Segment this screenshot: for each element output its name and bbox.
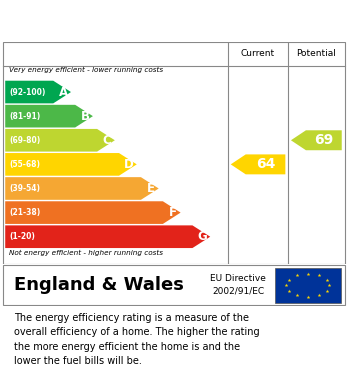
- Text: D: D: [124, 158, 134, 171]
- Text: (69-80): (69-80): [9, 136, 41, 145]
- Text: (81-91): (81-91): [9, 112, 41, 121]
- Polygon shape: [5, 153, 137, 176]
- Text: Current: Current: [241, 49, 275, 58]
- Polygon shape: [5, 81, 71, 103]
- Polygon shape: [5, 225, 210, 248]
- Polygon shape: [291, 130, 342, 150]
- Text: (1-20): (1-20): [9, 232, 35, 241]
- Text: EU Directive
2002/91/EC: EU Directive 2002/91/EC: [211, 274, 266, 295]
- Text: Energy Efficiency Rating: Energy Efficiency Rating: [10, 14, 232, 29]
- Polygon shape: [5, 105, 93, 127]
- Text: (39-54): (39-54): [9, 184, 40, 193]
- Text: Not energy efficient - higher running costs: Not energy efficient - higher running co…: [9, 250, 163, 256]
- Text: A: A: [58, 86, 68, 99]
- Text: 64: 64: [256, 157, 275, 171]
- Text: England & Wales: England & Wales: [14, 276, 184, 294]
- Text: G: G: [197, 230, 207, 243]
- Text: Very energy efficient - lower running costs: Very energy efficient - lower running co…: [9, 66, 163, 73]
- Polygon shape: [5, 129, 115, 152]
- Text: The energy efficiency rating is a measure of the
overall efficiency of a home. T: The energy efficiency rating is a measur…: [14, 313, 260, 366]
- Text: Potential: Potential: [296, 49, 336, 58]
- Text: (55-68): (55-68): [9, 160, 40, 169]
- Polygon shape: [5, 177, 159, 200]
- Text: B: B: [80, 109, 89, 123]
- Text: E: E: [147, 182, 155, 195]
- Text: F: F: [169, 206, 177, 219]
- Text: C: C: [102, 134, 111, 147]
- Polygon shape: [231, 154, 285, 174]
- FancyBboxPatch shape: [275, 268, 341, 303]
- Text: 69: 69: [314, 133, 333, 147]
- Text: (21-38): (21-38): [9, 208, 41, 217]
- Polygon shape: [5, 201, 181, 224]
- Text: (92-100): (92-100): [9, 88, 46, 97]
